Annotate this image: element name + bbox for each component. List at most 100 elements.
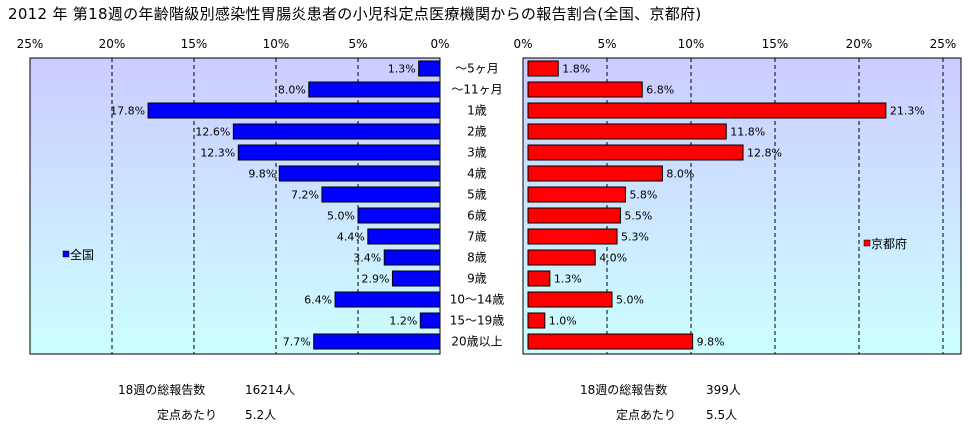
kyoto-bar — [527, 249, 596, 266]
kyoto-bar — [527, 333, 694, 350]
category-label: 3歳 — [467, 146, 487, 160]
kyoto-value-label: 1.8% — [562, 63, 590, 76]
national-bar — [313, 333, 441, 350]
kyoto-value-label: 21.3% — [890, 105, 925, 118]
kyoto-value-label: 5.8% — [629, 189, 657, 202]
kyoto-reports-value: 399人 — [706, 383, 741, 397]
right-tick-label: 15% — [762, 37, 789, 51]
right-tick-label: 20% — [846, 37, 873, 51]
national-value-label: 6.4% — [304, 294, 332, 307]
category-label: 10～14歳 — [450, 293, 505, 307]
kyoto-bar — [527, 312, 546, 329]
national-value-label: 17.8% — [110, 105, 145, 118]
left-plot-area — [29, 57, 441, 355]
national-value-label: 7.2% — [291, 189, 319, 202]
kyoto-bar — [527, 102, 887, 119]
category-label: 20歳以上 — [451, 335, 502, 349]
national-bar — [419, 312, 441, 329]
labels: 25% 20% 15% 10% 5% 0% 0% 5% 10% 15% 20% 25% 1.3% ～5ヶ月… — [17, 37, 957, 349]
kyoto-value-label: 9.8% — [697, 336, 725, 349]
right-tick-label: 5% — [597, 37, 616, 51]
left-tick-label: 0% — [430, 37, 449, 51]
category-label: 5歳 — [467, 188, 487, 202]
national-bar — [357, 207, 441, 224]
national-value-label: 4.4% — [337, 231, 365, 244]
category-label: ～11ヶ月 — [451, 83, 502, 97]
national-value-label: 1.2% — [389, 315, 417, 328]
kyoto-per-site-label: 定点あたり — [616, 408, 677, 422]
right-tick-label: 10% — [678, 37, 705, 51]
kyoto-bar — [527, 270, 551, 287]
right-tick-label: 0% — [513, 37, 532, 51]
national-value-label: 8.0% — [278, 84, 306, 97]
category-label: ～5ヶ月 — [455, 62, 499, 76]
national-bar — [237, 144, 441, 161]
kyoto-value-label: 8.0% — [666, 168, 694, 181]
right-plot-area — [522, 57, 962, 355]
national-bar — [334, 291, 441, 308]
right-tick-label: 25% — [930, 37, 957, 51]
category-label: 15～19歳 — [450, 314, 505, 328]
kyoto-legend-swatch — [863, 239, 871, 247]
national-value-label: 9.8% — [248, 168, 276, 181]
kyoto-reports-label: 18週の総報告数 — [580, 383, 668, 397]
kyoto-value-label: 5.3% — [621, 231, 649, 244]
chart-title: 2012 年 第18週の年齢階級別感染性胃腸炎患者の小児科定点医療機関からの報告… — [8, 5, 702, 23]
kyoto-bar — [527, 165, 663, 182]
national-reports-value: 16214人 — [245, 383, 296, 397]
national-bar — [418, 60, 441, 77]
national-bar — [232, 123, 441, 140]
national-value-label: 12.6% — [195, 126, 230, 139]
national-bar — [147, 102, 441, 119]
left-tick-label: 15% — [181, 37, 208, 51]
national-per-site-label: 定点あたり — [157, 408, 218, 422]
national-value-label: 12.3% — [200, 147, 235, 160]
national-value-label: 3.4% — [353, 252, 381, 265]
category-label: 7歳 — [467, 230, 487, 244]
national-bar — [367, 228, 441, 245]
kyoto-per-site-value: 5.5人 — [706, 408, 738, 422]
national-bar — [308, 81, 441, 98]
kyoto-bar — [527, 291, 613, 308]
national-value-label: 7.7% — [283, 336, 311, 349]
kyoto-bar — [527, 144, 744, 161]
kyoto-value-label: 5.0% — [616, 294, 644, 307]
national-per-site-value: 5.2人 — [245, 408, 277, 422]
left-tick-label: 25% — [17, 37, 44, 51]
left-tick-label: 5% — [348, 37, 367, 51]
national-bar — [278, 165, 441, 182]
category-label: 2歳 — [467, 125, 487, 139]
category-label: 4歳 — [467, 167, 487, 181]
category-label: 8歳 — [467, 251, 487, 265]
kyoto-bar — [527, 207, 621, 224]
kyoto-bar — [527, 186, 626, 203]
bars — [147, 60, 887, 350]
kyoto-bar — [527, 60, 559, 77]
national-bar — [391, 270, 441, 287]
kyoto-bar — [527, 123, 727, 140]
national-bar — [321, 186, 441, 203]
national-reports-label: 18週の総報告数 — [118, 383, 206, 397]
category-label: 9歳 — [467, 272, 487, 286]
kyoto-value-label: 11.8% — [730, 126, 765, 139]
national-value-label: 5.0% — [327, 210, 355, 223]
kyoto-value-label: 5.5% — [624, 210, 652, 223]
national-bar — [383, 249, 441, 266]
kyoto-value-label: 4.0% — [599, 252, 627, 265]
left-tick-label: 10% — [263, 37, 290, 51]
left-tick-label: 20% — [99, 37, 126, 51]
kyoto-value-label: 12.8% — [747, 147, 782, 160]
national-legend-label: 全国 — [70, 247, 94, 262]
kyoto-value-label: 1.0% — [549, 315, 577, 328]
national-value-label: 1.3% — [388, 63, 416, 76]
category-label: 6歳 — [467, 209, 487, 223]
kyoto-bar — [527, 81, 643, 98]
kyoto-legend-label: 京都府 — [871, 236, 907, 251]
kyoto-value-label: 1.3% — [554, 273, 582, 286]
kyoto-bar — [527, 228, 618, 245]
national-legend-swatch — [62, 250, 70, 258]
kyoto-value-label: 6.8% — [646, 84, 674, 97]
national-value-label: 2.9% — [361, 273, 389, 286]
category-label: 1歳 — [467, 104, 487, 118]
